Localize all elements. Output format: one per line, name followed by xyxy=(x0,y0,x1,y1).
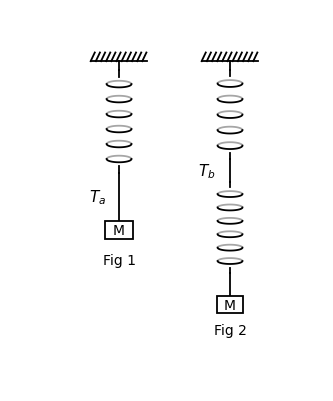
Bar xyxy=(217,297,243,314)
Bar xyxy=(105,221,133,239)
Text: M: M xyxy=(224,298,236,312)
Text: Fig 2: Fig 2 xyxy=(213,323,246,337)
Text: M: M xyxy=(113,223,125,237)
Text: Fig 1: Fig 1 xyxy=(103,253,136,267)
Text: $T_b$: $T_b$ xyxy=(198,162,215,180)
Text: $T_a$: $T_a$ xyxy=(89,188,106,207)
